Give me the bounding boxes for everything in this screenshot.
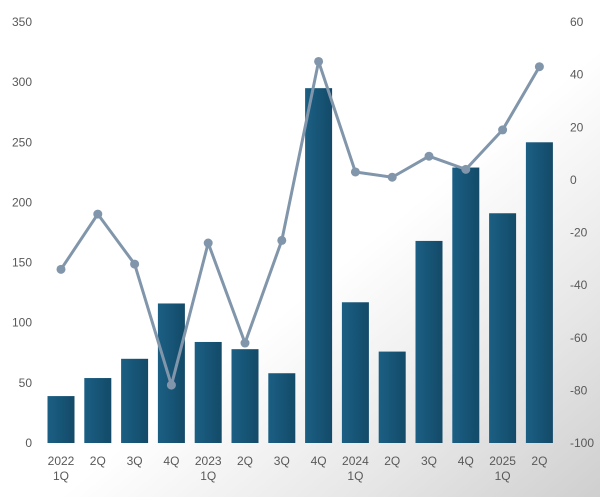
line-point bbox=[93, 209, 103, 219]
category-label: 2Q bbox=[384, 454, 400, 468]
right-tick-label: 60 bbox=[570, 15, 584, 29]
category-label: 2Q bbox=[237, 454, 253, 468]
bar bbox=[47, 396, 75, 443]
bar bbox=[489, 213, 517, 443]
left-tick-label: 300 bbox=[12, 75, 32, 89]
category-label: 3Q bbox=[274, 454, 290, 468]
left-tick-label: 200 bbox=[12, 195, 32, 209]
bar bbox=[305, 88, 333, 444]
right-tick-label: 0 bbox=[570, 173, 577, 187]
left-tick-label: 350 bbox=[12, 15, 32, 29]
bar-series bbox=[47, 88, 553, 444]
bar bbox=[415, 240, 443, 443]
category-label: 2025 1Q bbox=[489, 454, 516, 483]
right-tick-label: -60 bbox=[570, 331, 588, 345]
right-axis: -100 -80 -60 -40 -20 0 20 40 60 bbox=[570, 15, 594, 450]
category-label: 4Q bbox=[163, 454, 179, 468]
right-tick-label: -80 bbox=[570, 383, 588, 397]
line-point bbox=[534, 62, 544, 72]
category-label: 2023 1Q bbox=[195, 454, 222, 483]
line-point bbox=[56, 264, 66, 274]
category-label: 2Q bbox=[531, 454, 547, 468]
bar bbox=[341, 302, 369, 443]
category-label: 2Q bbox=[90, 454, 106, 468]
left-tick-label: 100 bbox=[12, 316, 32, 330]
line-point bbox=[461, 164, 471, 174]
line-point bbox=[314, 56, 324, 66]
bar bbox=[378, 351, 406, 443]
line-point bbox=[240, 338, 250, 348]
right-tick-label: -40 bbox=[570, 278, 588, 292]
line-point bbox=[203, 238, 213, 248]
left-tick-label: 250 bbox=[12, 135, 32, 149]
left-axis: 0 50 100 150 200 250 300 350 bbox=[12, 15, 32, 450]
bar bbox=[194, 341, 222, 443]
bar bbox=[121, 358, 149, 443]
line-point bbox=[424, 151, 434, 161]
line-point bbox=[130, 259, 140, 269]
left-tick-label: 150 bbox=[12, 256, 32, 270]
left-tick-label: 0 bbox=[25, 436, 32, 450]
category-label: 3Q bbox=[421, 454, 437, 468]
line-path bbox=[59, 59, 541, 387]
bar bbox=[268, 373, 296, 443]
line-point bbox=[498, 125, 508, 135]
bar bbox=[525, 142, 553, 444]
category-label: 4Q bbox=[458, 454, 474, 468]
bar bbox=[452, 167, 480, 443]
line-point bbox=[387, 172, 397, 182]
line-point bbox=[166, 380, 176, 390]
bar bbox=[157, 303, 185, 443]
left-tick-label: 50 bbox=[19, 376, 33, 390]
line-series bbox=[56, 56, 544, 390]
category-label: 2024 1Q bbox=[342, 454, 369, 483]
category-label: 4Q bbox=[311, 454, 327, 468]
x-axis: 2022 1Q 2Q 3Q 4Q 2023 1Q 2Q 3Q 4Q 2024 1Q 2Q 3Q 4Q 2025… bbox=[48, 454, 548, 483]
bar bbox=[231, 349, 259, 443]
right-tick-label: -100 bbox=[570, 436, 594, 450]
right-tick-label: 40 bbox=[570, 68, 584, 82]
line-point bbox=[277, 235, 287, 245]
category-label: 2022 1Q bbox=[48, 454, 75, 483]
line-point bbox=[350, 167, 360, 177]
category-label: 3Q bbox=[127, 454, 143, 468]
bar bbox=[84, 378, 112, 443]
right-tick-label: -20 bbox=[570, 226, 588, 240]
right-tick-label: 20 bbox=[570, 120, 584, 134]
